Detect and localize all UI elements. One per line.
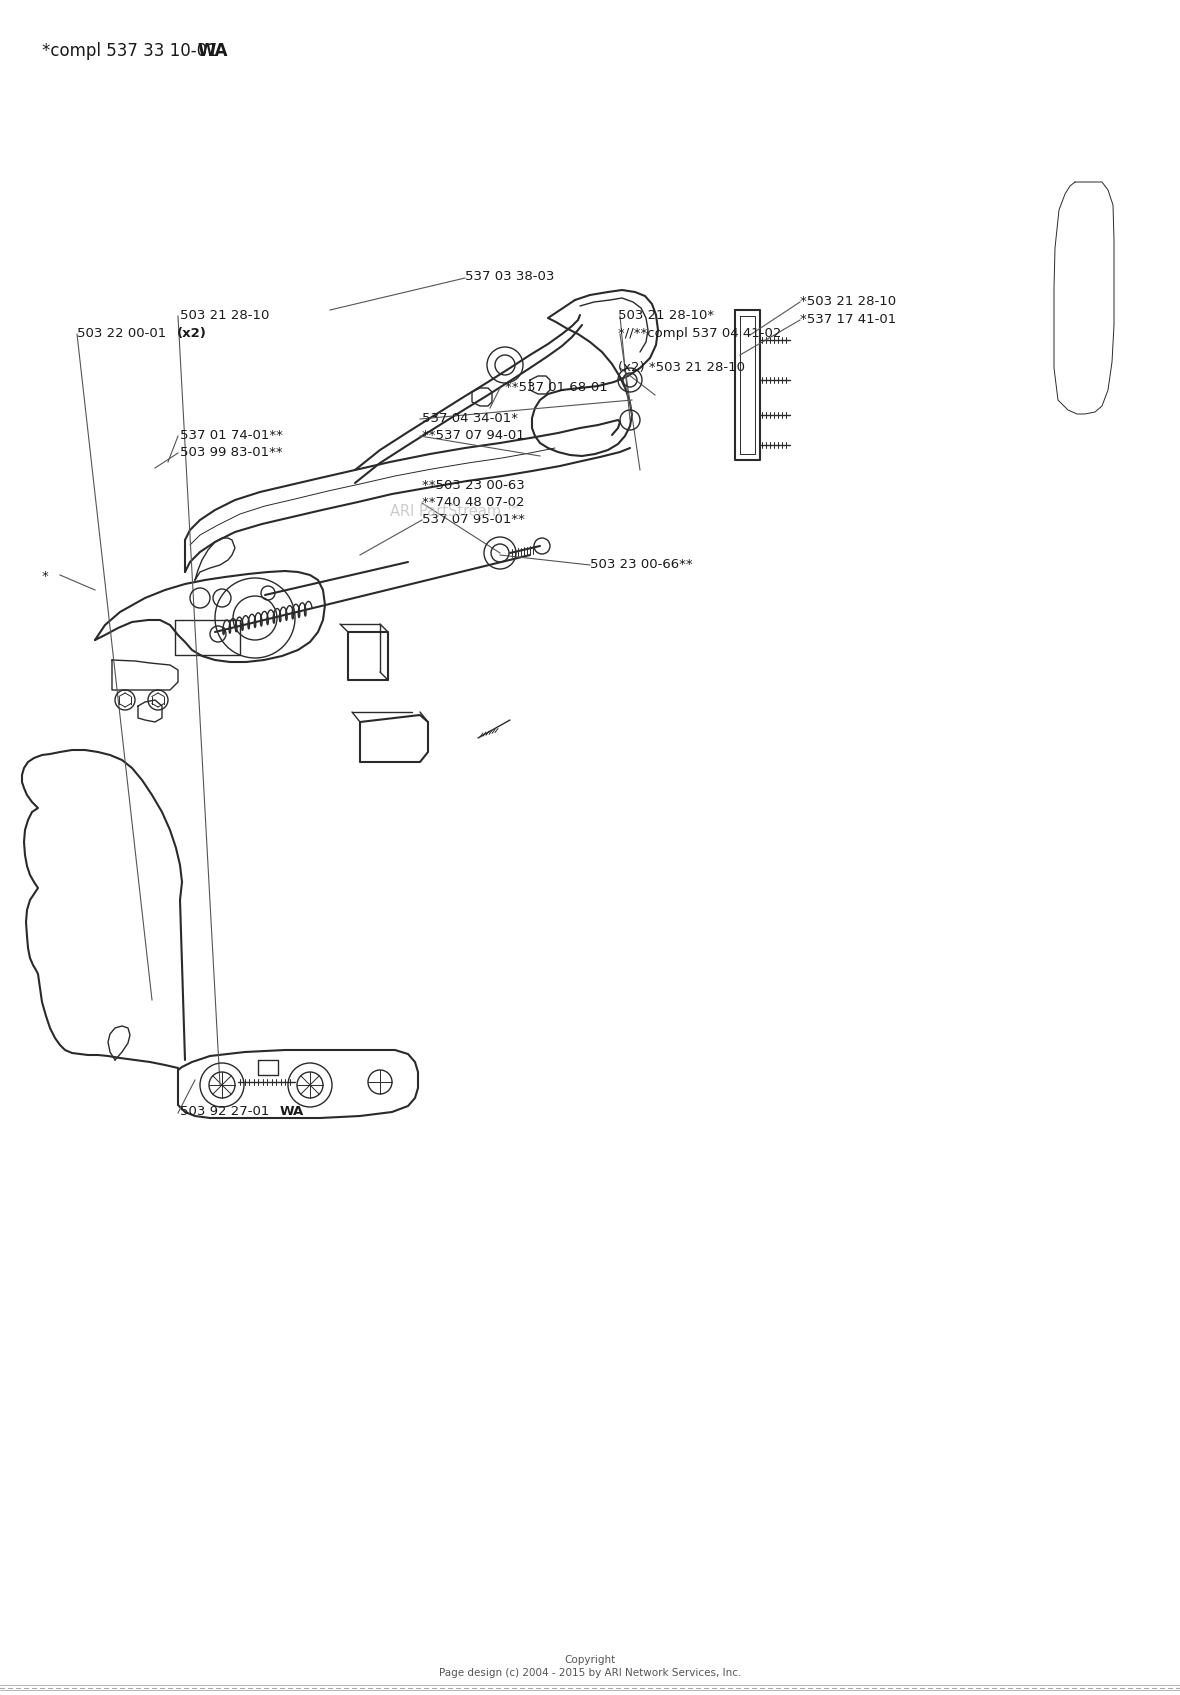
- Text: Page design (c) 2004 - 2015 by ARI Network Services, Inc.: Page design (c) 2004 - 2015 by ARI Netwo…: [439, 1668, 741, 1678]
- Text: 503 22 00-01: 503 22 00-01: [77, 327, 170, 341]
- Text: (x2) *503 21 28-10: (x2) *503 21 28-10: [618, 361, 745, 375]
- Text: *//**compl 537 04 41-02: *//**compl 537 04 41-02: [618, 327, 781, 341]
- Text: WA: WA: [197, 42, 228, 59]
- Text: 503 92 27-01: 503 92 27-01: [181, 1105, 274, 1119]
- Text: Copyright: Copyright: [564, 1654, 616, 1664]
- Text: 503 21 28-10*: 503 21 28-10*: [618, 308, 714, 322]
- Text: **537 07 94-01: **537 07 94-01: [422, 429, 525, 442]
- Text: 537 03 38-03: 537 03 38-03: [465, 270, 555, 283]
- Text: **537 01 68-01: **537 01 68-01: [505, 381, 608, 393]
- Text: WA: WA: [280, 1105, 304, 1119]
- Text: *: *: [42, 570, 48, 583]
- Text: **503 23 00-63: **503 23 00-63: [422, 480, 525, 492]
- Text: 537 01 74-01**: 537 01 74-01**: [181, 429, 283, 442]
- Text: 503 99 83-01**: 503 99 83-01**: [181, 446, 283, 459]
- Text: **740 48 07-02: **740 48 07-02: [422, 497, 524, 508]
- Text: *503 21 28-10: *503 21 28-10: [800, 295, 896, 308]
- Text: ARI PartStream.™: ARI PartStream.™: [391, 503, 520, 519]
- Text: 503 21 28-10: 503 21 28-10: [181, 308, 269, 322]
- Text: 503 23 00-66**: 503 23 00-66**: [590, 558, 693, 571]
- Text: 537 04 34-01*: 537 04 34-01*: [422, 412, 518, 425]
- Text: (x2): (x2): [177, 327, 206, 341]
- Text: *compl 537 33 10-01: *compl 537 33 10-01: [42, 42, 223, 59]
- Text: *537 17 41-01: *537 17 41-01: [800, 314, 897, 325]
- Text: 537 07 95-01**: 537 07 95-01**: [422, 514, 525, 525]
